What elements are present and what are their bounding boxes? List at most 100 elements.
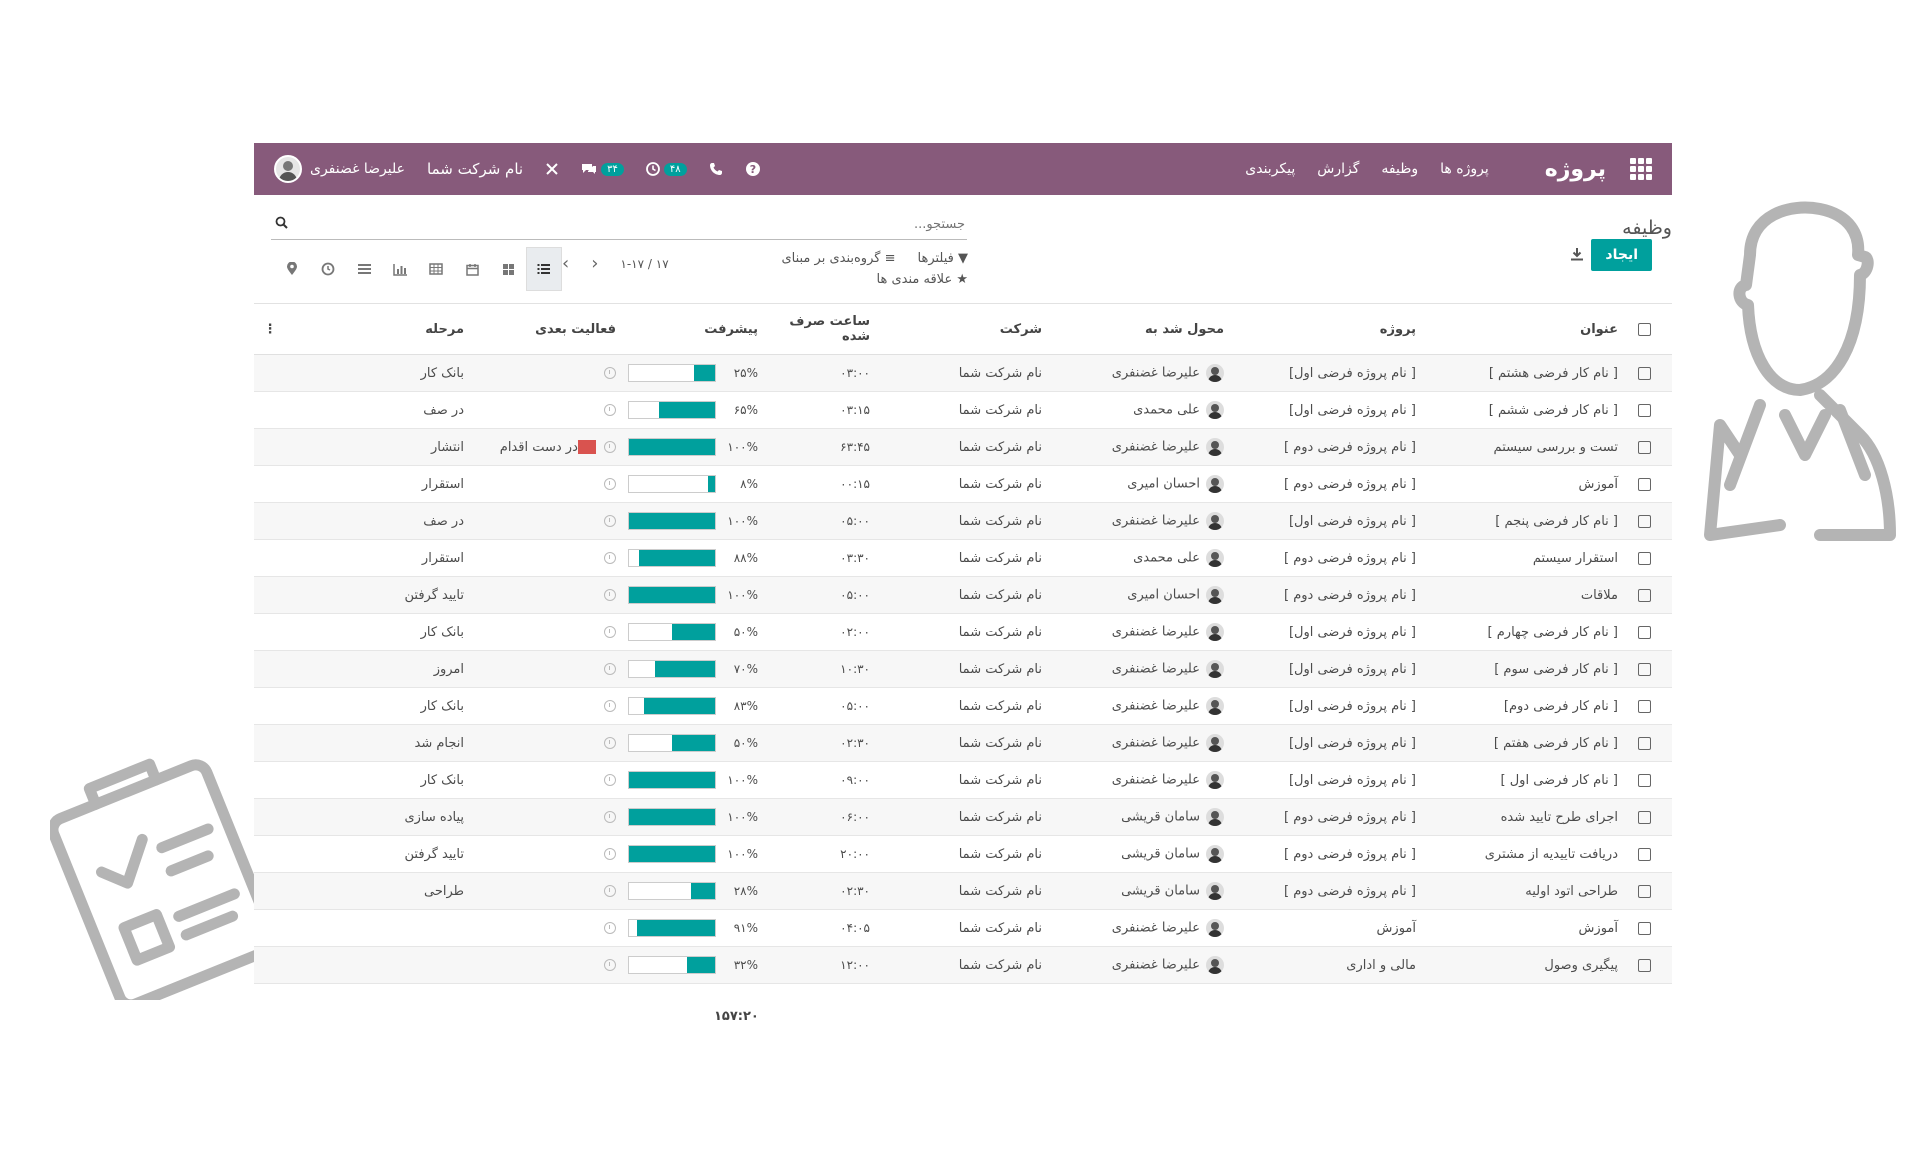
menu-reporting[interactable]: گزارش bbox=[1317, 161, 1360, 177]
groupby-dropdown[interactable]: ≡ گروه‌بندی بر مبنای bbox=[781, 251, 895, 266]
row-checkbox[interactable] bbox=[1637, 588, 1651, 602]
table-row[interactable]: تست و بررسی سیستم [ نام پروژه فرضی دوم ]… bbox=[254, 428, 1672, 466]
col-project[interactable]: پروژه bbox=[1230, 304, 1422, 355]
row-checkbox[interactable] bbox=[1637, 625, 1651, 639]
task-title[interactable]: [ نام کار فرضی پنجم ] bbox=[1422, 502, 1624, 540]
col-title[interactable]: عنوان bbox=[1422, 304, 1624, 355]
calendar-view-icon[interactable] bbox=[454, 247, 490, 291]
search-icon[interactable] bbox=[275, 216, 288, 233]
col-assigned[interactable]: محول شد به bbox=[1048, 304, 1230, 355]
activity-clock-icon[interactable] bbox=[604, 774, 616, 786]
company-switch-icon[interactable] bbox=[545, 162, 559, 176]
task-title[interactable]: آموزش bbox=[1422, 909, 1624, 947]
menu-tasks[interactable]: وظیفه bbox=[1381, 161, 1419, 177]
row-checkbox[interactable] bbox=[1637, 847, 1651, 861]
favorites-dropdown[interactable]: ★ علاقه مندی ها bbox=[877, 272, 968, 287]
table-row[interactable]: ملاقات [ نام پروژه فرضی دوم ] احسان امیر… bbox=[254, 576, 1672, 614]
row-checkbox[interactable] bbox=[1637, 514, 1651, 528]
row-checkbox[interactable] bbox=[1637, 440, 1651, 454]
activity-clock-icon[interactable] bbox=[604, 367, 616, 379]
col-progress[interactable]: پیشرفت bbox=[622, 304, 764, 355]
task-title[interactable]: دریافت تاییدیه از مشتری bbox=[1422, 835, 1624, 873]
table-row[interactable]: طراحی اتود اولیه [ نام پروژه فرضی دوم ] … bbox=[254, 872, 1672, 910]
col-company[interactable]: شرکت bbox=[876, 304, 1048, 355]
task-title[interactable]: [ نام کار فرضی ششم ] bbox=[1422, 391, 1624, 429]
kanban-view-icon[interactable] bbox=[490, 247, 526, 291]
col-stage[interactable]: مرحله bbox=[286, 304, 470, 355]
activity-clock-icon[interactable] bbox=[604, 515, 616, 527]
row-checkbox[interactable] bbox=[1637, 403, 1651, 417]
task-title[interactable]: پیگیری وصول bbox=[1422, 946, 1624, 984]
activity-clock-icon[interactable] bbox=[604, 589, 616, 601]
table-row[interactable]: [ نام کار فرضی چهارم ] [ نام پروژه فرضی … bbox=[254, 613, 1672, 651]
table-row[interactable]: استقرار سیستم [ نام پروژه فرضی دوم ] علی… bbox=[254, 539, 1672, 577]
activity-clock-icon[interactable]: ۴۸ bbox=[645, 162, 687, 176]
gantt-view-icon[interactable] bbox=[346, 247, 382, 291]
activity-clock-icon[interactable] bbox=[604, 700, 616, 712]
row-checkbox[interactable] bbox=[1637, 773, 1651, 787]
activity-clock-icon[interactable] bbox=[604, 441, 616, 453]
row-checkbox[interactable] bbox=[1637, 810, 1651, 824]
row-checkbox[interactable] bbox=[1637, 736, 1651, 750]
task-title[interactable]: [ نام کار فرضی هشتم ] bbox=[1422, 354, 1624, 392]
activity-clock-icon[interactable] bbox=[604, 848, 616, 860]
row-checkbox[interactable] bbox=[1637, 551, 1651, 565]
table-row[interactable]: آموزش آموزش علیرضا غضنفری نام شرکت شما ۰… bbox=[254, 909, 1672, 947]
task-title[interactable]: [ نام کار فرضی چهارم ] bbox=[1422, 613, 1624, 651]
col-hours[interactable]: ساعت صرف شده bbox=[764, 304, 876, 355]
optional-columns-icon[interactable]: ⋮ bbox=[254, 304, 286, 355]
activity-clock-icon[interactable] bbox=[604, 663, 616, 675]
help-icon[interactable]: ? bbox=[745, 161, 761, 177]
task-title[interactable]: طراحی اتود اولیه bbox=[1422, 872, 1624, 910]
user-menu[interactable]: علیرضا غضنفری bbox=[274, 155, 405, 183]
activity-view-icon[interactable] bbox=[310, 247, 346, 291]
graph-view-icon[interactable] bbox=[382, 247, 418, 291]
select-all-checkbox[interactable] bbox=[1637, 322, 1651, 336]
task-title[interactable]: [ نام کار فرضی اول ] bbox=[1422, 761, 1624, 799]
table-row[interactable]: [ نام کار فرضی هشتم ] [ نام پروژه فرضی ا… bbox=[254, 354, 1672, 392]
row-checkbox[interactable] bbox=[1637, 699, 1651, 713]
row-checkbox[interactable] bbox=[1637, 662, 1651, 676]
search-input[interactable] bbox=[288, 215, 967, 233]
pager-previous-icon[interactable]: ‹ bbox=[562, 253, 570, 274]
task-title[interactable]: اجرای طرح تایید شده bbox=[1422, 798, 1624, 836]
task-title[interactable]: [ نام کار فرضی هفتم ] bbox=[1422, 724, 1624, 762]
create-button[interactable]: ایجاد bbox=[1591, 239, 1652, 271]
activity-clock-icon[interactable] bbox=[604, 811, 616, 823]
activity-clock-icon[interactable] bbox=[604, 922, 616, 934]
row-checkbox[interactable] bbox=[1637, 884, 1651, 898]
phone-icon[interactable] bbox=[709, 162, 723, 176]
activity-clock-icon[interactable] bbox=[604, 959, 616, 971]
company-name[interactable]: نام شرکت شما bbox=[427, 160, 524, 178]
apps-menu-icon[interactable] bbox=[1630, 158, 1652, 180]
row-checkbox[interactable] bbox=[1637, 921, 1651, 935]
table-row[interactable]: پیگیری وصول مالی و اداری علیرضا غضنفری ن… bbox=[254, 946, 1672, 984]
table-row[interactable]: آموزش [ نام پروژه فرضی دوم ] احسان امیری… bbox=[254, 465, 1672, 503]
activity-clock-icon[interactable] bbox=[604, 404, 616, 416]
col-next-activity[interactable]: فعالیت بعدی bbox=[470, 304, 622, 355]
row-checkbox[interactable] bbox=[1637, 366, 1651, 380]
activity-clock-icon[interactable] bbox=[604, 478, 616, 490]
task-title[interactable]: [ نام کار فرضی دوم] bbox=[1422, 687, 1624, 725]
pager-next-icon[interactable]: › bbox=[591, 253, 599, 274]
table-row[interactable]: [ نام کار فرضی دوم] [ نام پروژه فرضی اول… bbox=[254, 687, 1672, 725]
table-row[interactable]: [ نام کار فرضی ششم ] [ نام پروژه فرضی او… bbox=[254, 391, 1672, 429]
menu-projects[interactable]: پروژه ها bbox=[1440, 161, 1489, 177]
task-title[interactable]: تست و بررسی سیستم bbox=[1422, 428, 1624, 466]
task-title[interactable]: آموزش bbox=[1422, 465, 1624, 503]
task-title[interactable]: ملاقات bbox=[1422, 576, 1624, 614]
menu-configuration[interactable]: پیکربندی bbox=[1245, 161, 1296, 177]
table-row[interactable]: [ نام کار فرضی پنجم ] [ نام پروژه فرضی ا… bbox=[254, 502, 1672, 540]
pager-value[interactable]: ۱-۱۷ / ۱۷ bbox=[620, 256, 669, 271]
table-row[interactable]: [ نام کار فرضی هفتم ] [ نام پروژه فرضی ا… bbox=[254, 724, 1672, 762]
table-row[interactable]: دریافت تاییدیه از مشتری [ نام پروژه فرضی… bbox=[254, 835, 1672, 873]
filters-dropdown[interactable]: ▼ فیلترها bbox=[918, 251, 969, 266]
row-checkbox[interactable] bbox=[1637, 958, 1651, 972]
task-title[interactable]: [ نام کار فرضی سوم ] bbox=[1422, 650, 1624, 688]
task-title[interactable]: استقرار سیستم bbox=[1422, 539, 1624, 577]
pivot-view-icon[interactable] bbox=[418, 247, 454, 291]
row-checkbox[interactable] bbox=[1637, 477, 1651, 491]
activity-clock-icon[interactable] bbox=[604, 626, 616, 638]
list-view-icon[interactable] bbox=[526, 247, 562, 291]
activity-clock-icon[interactable] bbox=[604, 552, 616, 564]
